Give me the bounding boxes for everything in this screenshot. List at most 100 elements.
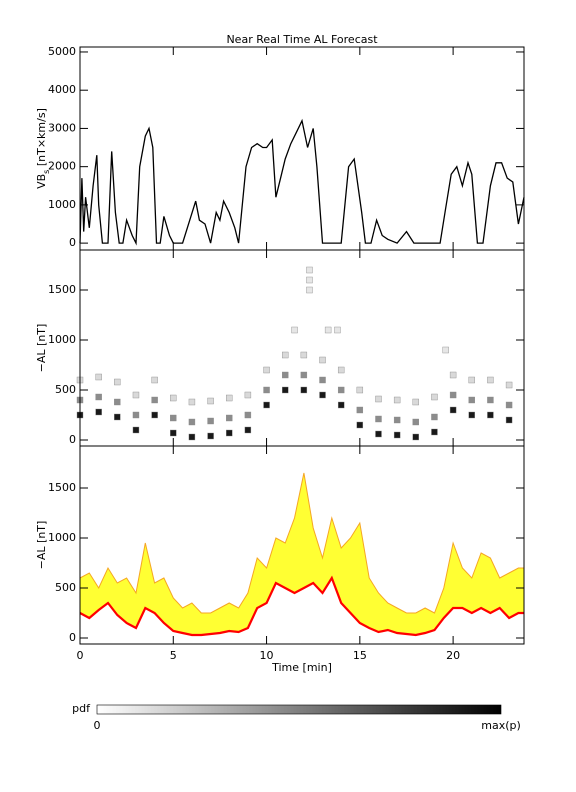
- pdf-cell: [170, 394, 177, 402]
- y-tick-label: 500: [55, 383, 76, 396]
- pdf-cell: [207, 417, 214, 425]
- pdf-cell: [263, 401, 270, 409]
- plot-frame: [79, 445, 525, 645]
- pdf-cell: [487, 376, 494, 384]
- pdf-cell: [282, 386, 289, 394]
- pdf-cell: [95, 408, 102, 416]
- pdf-cell: [431, 428, 438, 436]
- pdf-cell: [132, 411, 140, 419]
- y-axis-label-part: [nT×km/s]: [35, 108, 48, 170]
- y-tick-label: 2000: [48, 160, 76, 173]
- pdf-cell: [468, 396, 475, 404]
- pdf-cell: [431, 413, 438, 421]
- pdf-cell: [375, 415, 382, 423]
- pdf-cell: [226, 394, 233, 402]
- pdf-cell: [244, 411, 252, 419]
- pdf-cell: [487, 396, 494, 404]
- pdf-cell: [505, 416, 513, 424]
- pdf-cell: [356, 386, 364, 394]
- pdf-cell: [300, 351, 308, 359]
- x-tick-label: 15: [353, 649, 367, 662]
- chart-title: Near Real Time AL Forecast: [226, 33, 378, 46]
- x-axis-label: Time [min]: [271, 661, 332, 674]
- pdf-cell: [114, 378, 121, 386]
- pdf-cell: [319, 376, 326, 384]
- pdf-cell: [282, 371, 289, 379]
- pdf-cell: [114, 398, 121, 406]
- y-axis-label: −AL [nT]: [35, 324, 48, 373]
- pdf-cell: [300, 386, 308, 394]
- y-axis-label-part: VB: [35, 174, 48, 189]
- y-tick-label: 1000: [48, 333, 76, 346]
- median-line: [79, 575, 524, 637]
- x-tick-label: 20: [446, 649, 460, 662]
- pdf-cell: [132, 391, 140, 399]
- pdf-cell: [188, 433, 196, 441]
- pdf-cell: [306, 276, 313, 284]
- pdf-cell: [319, 356, 326, 364]
- pdf-cell: [151, 396, 158, 404]
- y-axis-label: −AL [nT]: [35, 521, 48, 570]
- y-tick-label: 3000: [48, 121, 76, 134]
- pdf-cell: [449, 371, 457, 379]
- y-tick-label: 500: [55, 581, 76, 594]
- pdf-cell: [324, 326, 332, 334]
- colorbar-min: 0: [94, 719, 101, 732]
- forecast-band: [80, 473, 524, 635]
- pdf-cell: [393, 396, 401, 404]
- pdf-cell: [114, 413, 121, 421]
- panel: [79, 472, 524, 637]
- pdf-cell: [334, 326, 341, 334]
- x-tick-label: 0: [77, 649, 84, 662]
- pdf-cell: [375, 395, 382, 403]
- colorbar-max: max(p): [481, 719, 521, 732]
- y-tick-label: 1500: [48, 283, 76, 296]
- pdf-cell: [487, 411, 494, 419]
- data-line: [79, 118, 525, 246]
- y-axis-label-part: s: [42, 170, 51, 174]
- x-tick-label: 10: [260, 649, 274, 662]
- pdf-cell: [412, 433, 419, 441]
- panel: [76, 266, 513, 441]
- pdf-cell: [375, 430, 382, 438]
- pdf-cell: [412, 398, 419, 406]
- pdf-cell: [468, 376, 475, 384]
- pdf-cell: [291, 326, 298, 334]
- pdf-cell: [151, 376, 158, 384]
- plot-frame: [79, 46, 525, 251]
- pdf-cell: [356, 406, 364, 414]
- y-axis-label: VBs [nT×km/s]: [35, 108, 51, 189]
- pdf-cell: [244, 426, 252, 434]
- pdf-cell: [356, 421, 364, 429]
- pdf-cell: [226, 414, 233, 422]
- y-tick-label: 4000: [48, 83, 76, 96]
- colorbar-label: pdf: [72, 702, 91, 715]
- y-tick-label: 5000: [48, 45, 76, 58]
- pdf-cell: [505, 381, 513, 389]
- pdf-cell: [319, 391, 326, 399]
- x-tick-label: 5: [170, 649, 177, 662]
- y-tick-label: 0: [69, 236, 76, 249]
- plot-frame: [79, 249, 525, 447]
- y-tick-label: 1000: [48, 531, 76, 544]
- pdf-cell: [95, 393, 102, 401]
- y-tick-label: 0: [69, 631, 76, 644]
- pdf-cell: [442, 346, 449, 354]
- pdf-cell: [393, 416, 401, 424]
- y-tick-label: 1000: [48, 198, 76, 211]
- pdf-cell: [95, 373, 102, 381]
- pdf-cell: [244, 391, 252, 399]
- pdf-cell: [393, 431, 401, 439]
- upper-line: [79, 472, 524, 614]
- pdf-cell: [207, 397, 214, 405]
- pdf-cell: [263, 386, 270, 394]
- pdf-cell: [449, 406, 457, 414]
- pdf-cell: [282, 351, 289, 359]
- pdf-cell: [170, 414, 177, 422]
- pdf-cell: [132, 426, 140, 434]
- pdf-cell: [449, 391, 457, 399]
- pdf-cell: [170, 429, 177, 437]
- pdf-cell: [188, 398, 196, 406]
